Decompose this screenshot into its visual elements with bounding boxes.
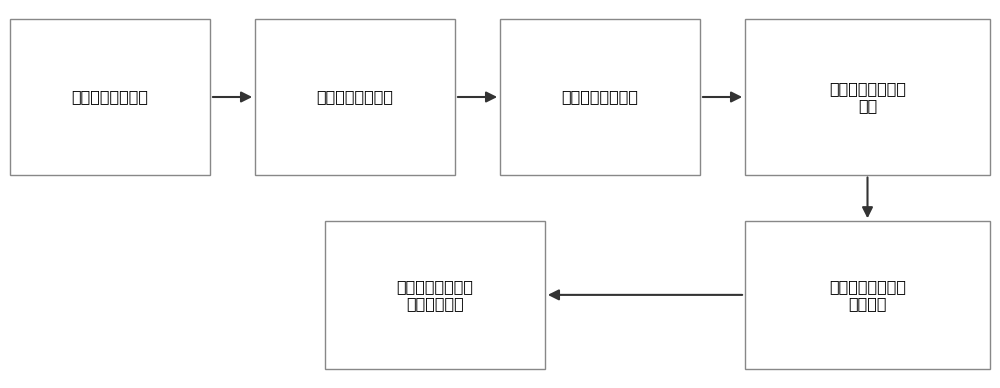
Text: 多叶片协同运动控
制器参数优化: 多叶片协同运动控 制器参数优化 [396, 279, 474, 311]
FancyBboxPatch shape [255, 19, 455, 175]
Text: 单叶片控制器参数
优化: 单叶片控制器参数 优化 [829, 81, 906, 113]
FancyBboxPatch shape [325, 221, 545, 369]
FancyBboxPatch shape [10, 19, 210, 175]
Text: 传动机构模型建立: 传动机构模型建立 [316, 90, 394, 104]
FancyBboxPatch shape [500, 19, 700, 175]
Text: 驱动装置模型建立: 驱动装置模型建立 [72, 90, 148, 104]
FancyBboxPatch shape [745, 221, 990, 369]
FancyBboxPatch shape [745, 19, 990, 175]
Text: 多叶片协同运动控
制器设计: 多叶片协同运动控 制器设计 [829, 279, 906, 311]
Text: 单叶片控制器设计: 单叶片控制器设计 [562, 90, 639, 104]
